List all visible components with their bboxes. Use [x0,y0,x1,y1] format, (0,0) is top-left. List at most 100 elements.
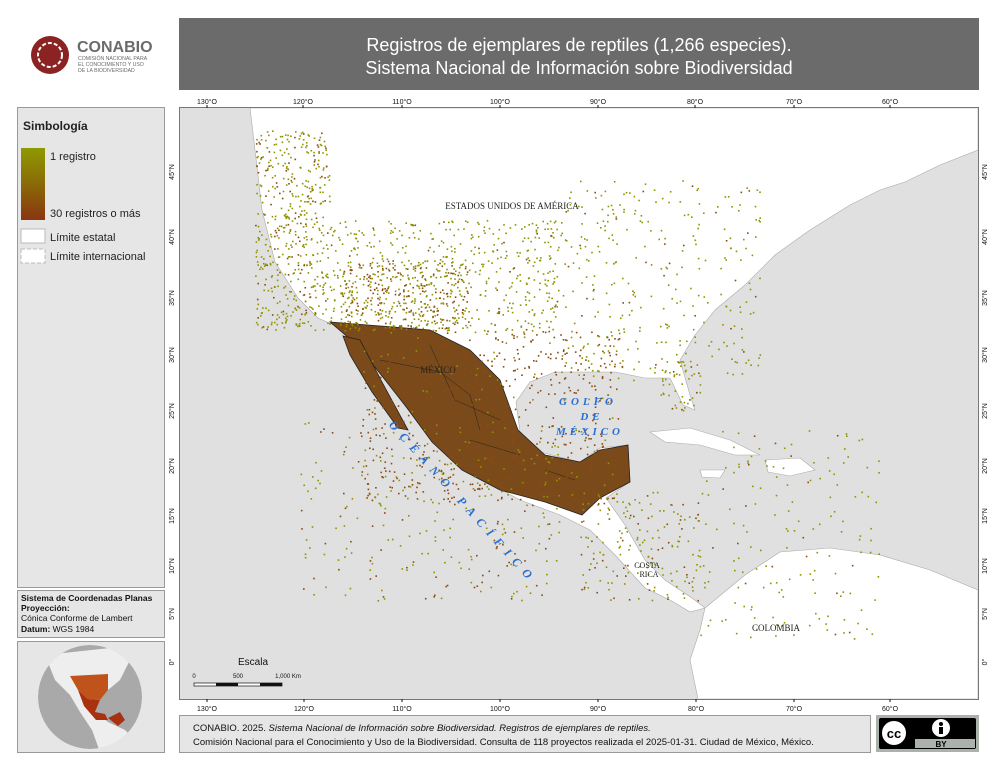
record-dot [662,392,665,395]
record-dot [285,170,288,172]
record-dot [604,229,606,232]
record-dot [529,401,531,404]
record-dot [581,588,583,591]
record-dot [454,251,456,253]
record-dot [421,276,423,279]
record-dot [319,482,321,485]
record-dot [545,472,547,474]
record-dot [310,149,313,152]
record-dot [300,509,303,512]
record-dot [546,300,549,302]
record-dot [861,491,863,494]
record-dot [439,297,441,299]
record-dot [459,427,461,429]
record-dot [428,283,430,286]
record-dot [561,355,564,357]
record-dot [639,529,641,531]
record-dot [694,341,697,344]
record-dot [775,476,778,478]
record-dot [755,219,757,221]
record-dot [407,497,409,500]
record-dot [576,489,578,491]
record-dot [353,298,356,301]
record-dot [477,235,480,238]
record-dot [578,464,580,466]
record-dot [374,374,377,376]
record-dot [314,487,317,490]
record-dot [449,296,452,298]
record-dot [568,386,570,389]
record-dot [404,318,406,320]
record-dot [487,479,490,482]
record-dot [304,423,307,425]
record-dot [492,421,494,424]
record-dot [369,263,372,265]
record-dot [584,439,586,442]
record-dot [402,420,405,423]
record-dot [681,361,683,363]
record-dot [562,339,565,341]
record-dot [542,512,545,514]
record-dot [303,133,305,135]
record-dot [528,311,531,313]
record-dot [452,322,454,325]
record-dot [546,470,549,472]
record-dot [639,565,641,568]
record-dot [601,376,604,378]
legend-min: 1 registro [50,151,96,163]
record-dot [608,339,610,341]
record-dot [488,227,491,230]
record-dot [451,220,453,223]
record-dot [379,456,382,459]
record-dot [392,403,395,406]
record-dot [585,356,588,358]
record-dot [324,145,326,148]
license-badge[interactable]: cc BY [876,715,979,752]
record-dot [510,488,513,490]
record-dot [419,315,422,317]
record-dot [397,251,399,254]
record-dot [370,299,372,302]
record-dot [308,422,310,424]
record-dot [682,503,684,506]
record-dot [681,383,683,385]
record-dot [349,321,351,323]
record-dot [575,429,577,432]
record-dot [757,364,760,367]
record-dot [367,494,369,497]
record-dot [266,264,268,267]
record-dot [441,337,444,340]
record-dot [371,562,374,565]
record-dot [647,517,650,520]
record-dot [361,474,363,477]
record-dot [540,351,542,353]
record-dot [287,263,290,265]
record-dot [561,358,563,360]
record-dot [388,310,391,313]
record-dot [303,484,305,487]
record-dot [799,574,802,576]
record-dot [545,582,548,585]
record-dot [337,559,340,561]
record-dot [698,372,700,375]
record-dot [440,321,442,324]
latitude-label: 35°N [168,290,176,306]
record-dot [510,598,513,600]
record-dot [443,498,445,501]
record-dot [616,493,618,495]
record-dot [356,517,359,520]
record-dot [388,270,391,272]
record-dot [412,361,415,363]
record-dot [657,529,659,532]
record-dot [597,497,599,499]
record-dot [406,295,408,298]
record-dot [410,223,412,226]
record-dot [463,281,465,284]
record-dot [295,195,297,198]
record-dot [361,471,364,473]
record-dot [260,256,263,258]
record-dot [447,282,449,284]
record-dot [457,281,459,284]
record-dot [307,152,310,154]
record-dot [483,454,486,457]
